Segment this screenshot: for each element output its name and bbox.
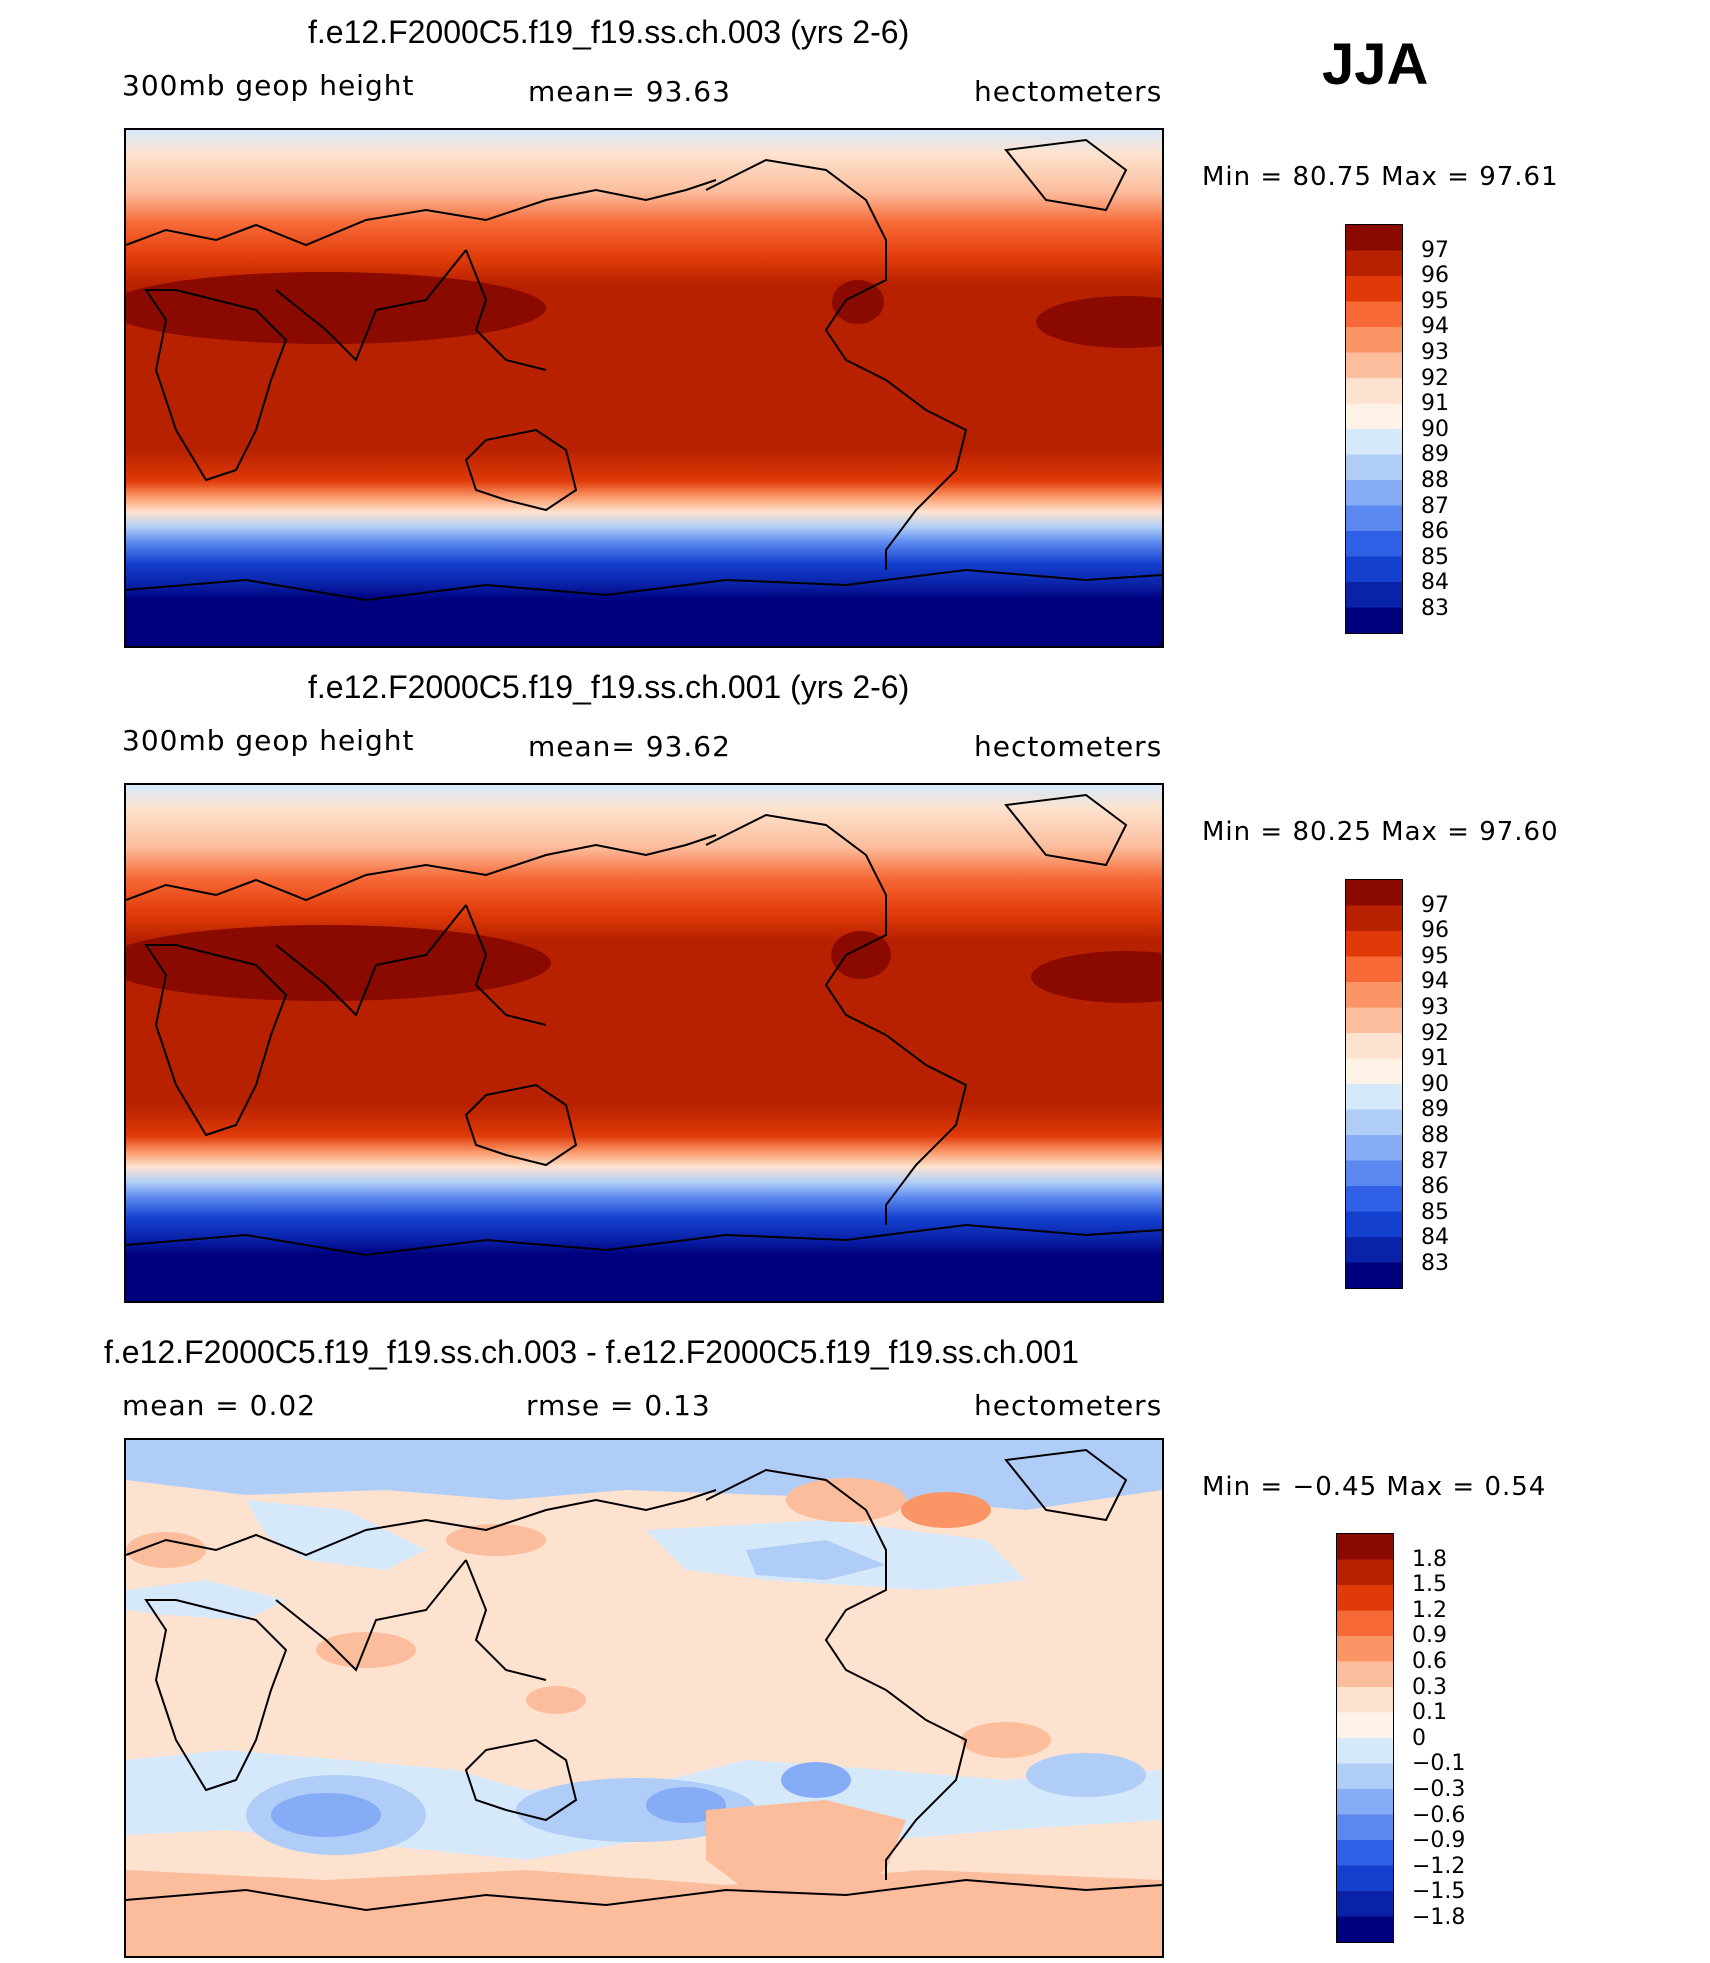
panel2-cbar-label: 86	[1421, 1174, 1449, 1199]
panel1-cbar-label: 87	[1421, 494, 1449, 519]
panel2-cbar-label: 89	[1421, 1097, 1449, 1122]
season-label: JJA	[1322, 32, 1429, 97]
panel3-minmax: Min = −0.45 Max = 0.54	[1202, 1472, 1547, 1502]
panel1-cbar-label: 94	[1421, 314, 1449, 339]
panel1-cbar-label: 93	[1421, 340, 1449, 365]
panel3-map	[124, 1438, 1164, 1958]
panel2-cbar-label: 92	[1421, 1021, 1449, 1046]
panel1-mean: mean= 93.63	[528, 75, 731, 108]
panel2-cbar-label: 94	[1421, 969, 1449, 994]
panel2-variable: 300mb geop height	[122, 724, 415, 757]
panel1-cbar-label: 95	[1421, 289, 1449, 314]
panel1-cbar-label: 88	[1421, 468, 1449, 493]
panel2-title: f.e12.F2000C5.f19_f19.ss.ch.001 (yrs 2-6…	[308, 669, 910, 705]
panel3-cbar-label: −1.2	[1412, 1854, 1466, 1879]
panel1-variable: 300mb geop height	[122, 69, 415, 102]
panel3-cbar-label: 1.5	[1412, 1572, 1447, 1597]
panel3-title: f.e12.F2000C5.f19_f19.ss.ch.003 - f.e12.…	[104, 1334, 1079, 1370]
panel1-minmax: Min = 80.75 Max = 97.61	[1202, 162, 1559, 192]
panel3-cbar-label: −0.1	[1412, 1751, 1466, 1776]
panel2-cbar-label: 97	[1421, 893, 1449, 918]
panel1-cbar-label: 85	[1421, 545, 1449, 570]
panel3-colorbar-swatches	[1336, 1533, 1394, 1943]
panel1-cbar-label: 89	[1421, 442, 1449, 467]
panel3-cbar-label: 0	[1412, 1726, 1426, 1751]
panel3-cbar-label: 0.3	[1412, 1675, 1447, 1700]
panel1-cbar-label: 91	[1421, 391, 1449, 416]
panel3-cbar-label: 0.9	[1412, 1623, 1447, 1648]
panel3-cbar-label: 1.8	[1412, 1547, 1447, 1572]
panel1-cbar-label: 96	[1421, 263, 1449, 288]
panel1-cbar-label: 83	[1421, 596, 1449, 621]
panel2-cbar-label: 96	[1421, 918, 1449, 943]
panel3-cbar-label: −0.6	[1412, 1803, 1466, 1828]
panel1-contour-field	[126, 130, 1162, 646]
panel2-cbar-label: 88	[1421, 1123, 1449, 1148]
panel2-map	[124, 783, 1164, 1303]
panel2-cbar-label: 95	[1421, 944, 1449, 969]
panel1-cbar-label: 84	[1421, 570, 1449, 595]
panel2-colorbar-swatches	[1345, 879, 1403, 1289]
panel2-contour-field	[126, 785, 1162, 1301]
panel3-rmse: rmse = 0.13	[526, 1389, 711, 1422]
panel1-cbar-label: 90	[1421, 417, 1449, 442]
panel3-cbar-label: −0.3	[1412, 1777, 1466, 1802]
panel2-cbar-label: 90	[1421, 1072, 1449, 1097]
panel2-cbar-label: 87	[1421, 1149, 1449, 1174]
panel3-cbar-label: 0.6	[1412, 1649, 1447, 1674]
panel3-cbar-label: 0.1	[1412, 1700, 1447, 1725]
panel3-cbar-label: −1.5	[1412, 1879, 1466, 1904]
panel1-title: f.e12.F2000C5.f19_f19.ss.ch.003 (yrs 2-6…	[308, 14, 910, 50]
panel2-cbar-label: 84	[1421, 1225, 1449, 1250]
panel1-cbar-label: 86	[1421, 519, 1449, 544]
panel3-cbar-label: −0.9	[1412, 1828, 1466, 1853]
panel1-cbar-label: 92	[1421, 366, 1449, 391]
panel3-cbar-label: 1.2	[1412, 1598, 1447, 1623]
panel2-cbar-label: 85	[1421, 1200, 1449, 1225]
panel1-units: hectometers	[974, 75, 1163, 108]
panel2-minmax: Min = 80.25 Max = 97.60	[1202, 817, 1559, 847]
panel3-mean: mean = 0.02	[122, 1389, 317, 1422]
panel2-cbar-label: 91	[1421, 1046, 1449, 1071]
panel2-cbar-label: 93	[1421, 995, 1449, 1020]
panel1-cbar-label: 97	[1421, 238, 1449, 263]
panel1-map	[124, 128, 1164, 648]
panel1-colorbar-swatches	[1345, 224, 1403, 634]
panel3-cbar-label: −1.8	[1412, 1905, 1466, 1930]
panel3-units: hectometers	[974, 1389, 1163, 1422]
panel2-mean: mean= 93.62	[528, 730, 731, 763]
panel2-cbar-label: 83	[1421, 1251, 1449, 1276]
panel3-contour-field	[126, 1440, 1162, 1956]
panel2-units: hectometers	[974, 730, 1163, 763]
